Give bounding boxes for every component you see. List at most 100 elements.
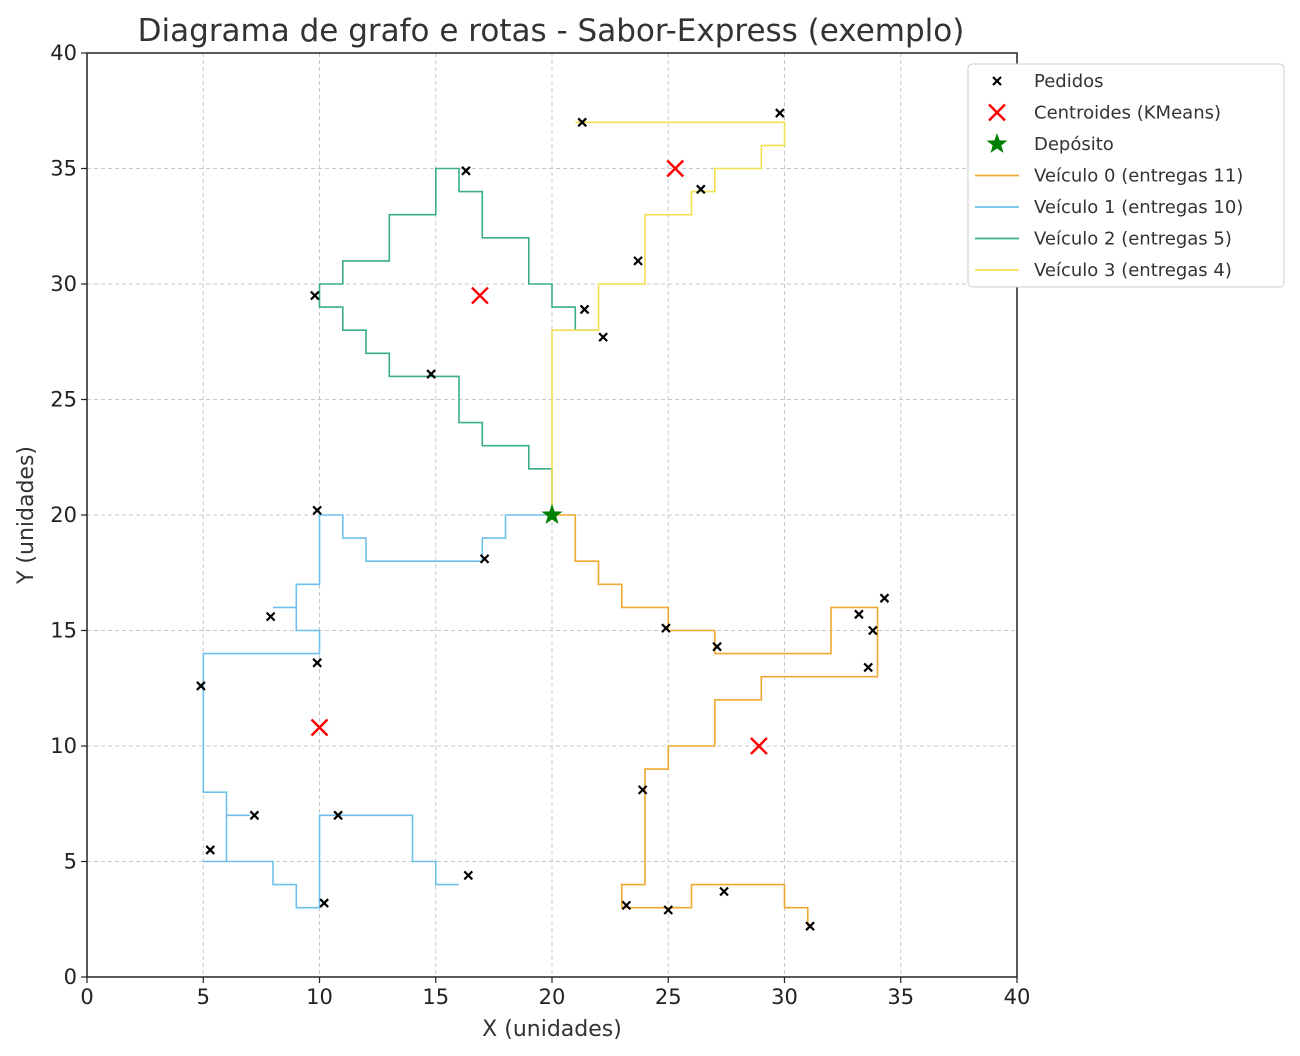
order-point [868,625,878,636]
x-stroke [661,623,671,633]
order-point [249,810,260,821]
y-tick-label: 35 [50,157,77,181]
x-tick-label: 20 [539,985,566,1009]
x-stroke [868,625,878,636]
y-tick-label: 20 [50,503,77,527]
x-stroke [310,290,320,301]
order-point [577,117,588,128]
order-point [712,641,722,652]
order-point [265,611,276,622]
legend-depot-icon [986,133,1008,153]
order-point [479,554,490,564]
order-point [312,505,322,516]
legend-label: Pedidos [1034,71,1104,92]
x-stroke [696,184,706,195]
x-stroke [598,332,608,342]
order-point [579,304,590,315]
x-stroke [854,609,864,620]
y-tick-label: 0 [64,965,77,989]
legend: Pedidos Centroides (KMeans) Depósito Veícul… [967,63,1285,288]
legend-label: Veículo 0 (entregas 11) [1034,166,1243,187]
x-stroke [879,593,890,603]
order-point [333,810,343,821]
y-tick-label: 25 [50,388,77,412]
x-stroke [863,662,873,673]
x-stroke [712,641,722,652]
legend-entry: Depósito [986,133,1114,155]
x-tick-label: 35 [887,985,914,1009]
route-vehicle-1 [202,514,552,909]
x-tick-label: 5 [197,985,210,1009]
x-stroke [333,810,343,821]
order-point [598,332,608,342]
order-point [205,845,216,855]
legend-label: Veículo 1 (entregas 10) [1034,197,1243,218]
legend-label: Veículo 3 (entregas 4) [1034,260,1232,281]
x-stroke [463,870,474,881]
legend-order-icon [992,76,1002,86]
order-point [633,256,643,266]
y-tick-label: 30 [50,272,77,296]
x-stroke [471,286,489,305]
order-point [805,921,815,931]
order-point [463,870,474,881]
x-tick-label: 25 [655,985,682,1009]
markers [196,108,890,931]
legend-entry: Centroides (KMeans) [988,103,1221,124]
x-stroke [310,718,329,737]
x-stroke [196,681,206,691]
x-tick-label: 15 [422,985,449,1009]
x-stroke [461,166,471,176]
route-lines [202,121,879,927]
route-vehicle-0 [552,514,879,927]
x-stroke [426,369,436,379]
x-tick-label: 10 [306,985,333,1009]
order-point [879,593,890,603]
legend-label: Depósito [1034,134,1114,155]
x-stroke [249,810,260,821]
legend-entry: Veículo 3 (entregas 4) [975,260,1232,281]
order-point [637,785,648,795]
legend-entry: Pedidos [992,71,1104,92]
y-tick-label: 15 [50,619,77,643]
x-stroke [479,554,490,564]
order-point [661,623,671,633]
y-tick-label: 10 [50,734,77,758]
order-point [663,905,674,915]
x-stroke [577,117,588,128]
order-point [719,886,729,897]
order-point [310,290,320,301]
x-axis-label: X (unidades) [482,1017,622,1042]
x-tick-label: 40 [1004,985,1031,1009]
x-stroke [637,785,648,795]
order-point [775,108,785,118]
x-stroke [312,658,322,668]
y-tick-label: 5 [64,850,77,874]
order-point [696,184,706,195]
x-stroke [988,103,1006,122]
x-stroke [719,886,729,897]
centroid-point [471,286,489,305]
x-stroke [319,898,329,908]
route-vehicle-2 [318,167,599,515]
x-stroke [663,905,674,915]
order-point [319,898,329,908]
centroid-point [750,737,768,755]
order-point [854,609,864,620]
order-point [312,658,322,668]
x-tick-label: 30 [771,985,798,1009]
centroid-point [310,718,329,737]
legend-label: Centroides (KMeans) [1034,103,1221,124]
x-stroke [775,108,785,118]
legend-centroid-icon [988,103,1006,122]
x-stroke [579,304,590,315]
legend-entry: Veículo 2 (entregas 5) [975,229,1232,250]
x-stroke [621,900,632,911]
y-axis-label: Y (unidades) [14,446,39,585]
order-point [621,900,632,911]
y-tick-label: 40 [50,41,77,65]
chart-title: Diagrama de grafo e rotas - Sabor-Expres… [138,13,965,49]
order-point [426,369,436,379]
x-stroke [265,611,276,622]
